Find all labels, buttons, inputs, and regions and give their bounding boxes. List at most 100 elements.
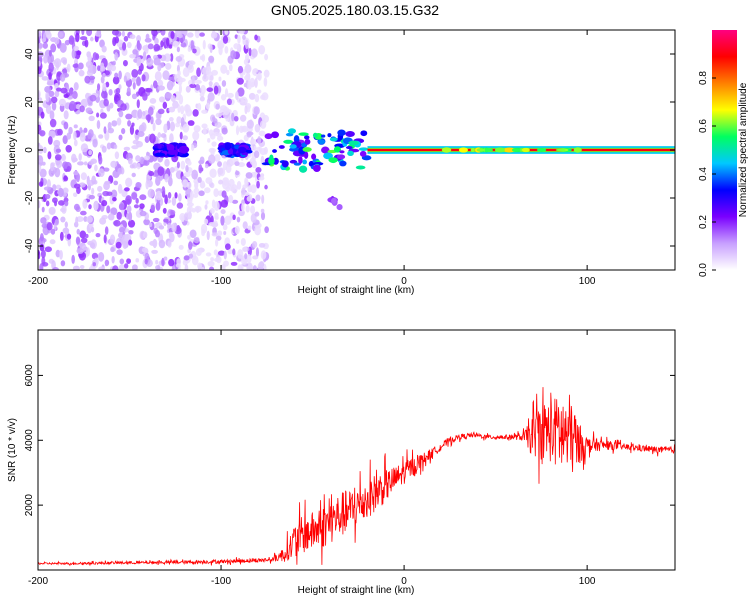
spectral-blob bbox=[116, 117, 122, 126]
spectral-blob bbox=[139, 156, 145, 165]
spectral-blob bbox=[203, 73, 207, 80]
spectral-blob bbox=[123, 75, 128, 83]
spectral-blob bbox=[148, 170, 155, 177]
spectral-blob bbox=[254, 123, 261, 133]
spectral-blob bbox=[204, 204, 208, 210]
x-tick-label: -100 bbox=[211, 276, 231, 287]
spectral-blob bbox=[189, 190, 194, 200]
spectral-blob bbox=[236, 77, 244, 85]
spectral-blob bbox=[166, 144, 175, 152]
snr-series-line bbox=[38, 387, 675, 567]
spectral-blob bbox=[64, 221, 68, 228]
spectral-blob bbox=[199, 156, 205, 164]
y-tick-label: -20 bbox=[24, 190, 35, 205]
spectral-blob bbox=[339, 160, 347, 167]
spectral-blob bbox=[261, 92, 269, 101]
spectral-blob bbox=[227, 92, 234, 98]
spectral-blob bbox=[168, 258, 175, 267]
spectral-blob bbox=[73, 130, 77, 141]
spectral-blob bbox=[161, 257, 165, 267]
spectral-blob bbox=[158, 225, 165, 230]
spectral-blob bbox=[238, 125, 244, 133]
carrier-blob bbox=[476, 148, 486, 152]
spectral-blob bbox=[246, 131, 252, 138]
carrier-blob bbox=[470, 148, 475, 152]
spectral-blob bbox=[209, 208, 215, 214]
spectral-blob bbox=[218, 30, 222, 34]
spectral-blob bbox=[151, 30, 158, 37]
spectral-blob bbox=[222, 177, 230, 186]
spectral-blob bbox=[175, 55, 183, 62]
spectral-blob bbox=[66, 233, 72, 240]
spectral-blob bbox=[149, 97, 157, 104]
spectral-blob bbox=[60, 207, 66, 213]
spectral-blob bbox=[252, 68, 258, 73]
spectral-blob bbox=[253, 106, 260, 116]
spectral-blob bbox=[43, 54, 48, 64]
spectral-blob bbox=[88, 204, 92, 210]
spectral-blob bbox=[88, 194, 95, 200]
spectral-blob bbox=[89, 242, 96, 249]
spectral-blob bbox=[213, 188, 219, 197]
colorbar: 0.0 0.2 0.4 0.6 0.8 Normalized spectral ampl… bbox=[698, 30, 749, 277]
snr-x-ticks: -200 -100 0 100 bbox=[28, 330, 596, 587]
spectral-blob bbox=[147, 43, 154, 50]
spectral-blob bbox=[50, 54, 55, 63]
spectral-blob bbox=[63, 93, 69, 99]
spectral-blob bbox=[197, 176, 202, 183]
spectral-blob bbox=[128, 211, 133, 222]
spectral-blob bbox=[126, 205, 132, 213]
snr-panel: -200 -100 0 100 2000 4000 6000 Height of stra… bbox=[7, 329, 676, 596]
spectral-blob bbox=[165, 92, 172, 99]
spectral-blob bbox=[78, 69, 85, 77]
spectral-blob bbox=[224, 215, 232, 226]
spectral-blob bbox=[188, 241, 193, 250]
spectral-blob bbox=[256, 89, 262, 94]
spectral-blob bbox=[244, 64, 252, 74]
spectral-blob bbox=[236, 180, 242, 190]
spectral-blob bbox=[116, 249, 123, 255]
spectral-blob bbox=[38, 42, 44, 49]
spectral-blob bbox=[224, 46, 229, 54]
spectral-blob bbox=[204, 163, 209, 169]
spectral-blob bbox=[73, 139, 78, 147]
spectral-blob bbox=[109, 102, 114, 109]
spectral-blob bbox=[92, 262, 97, 267]
spectral-blob bbox=[84, 39, 89, 48]
spectral-blob bbox=[204, 187, 211, 194]
spectral-blob bbox=[263, 69, 270, 78]
spectral-blob bbox=[257, 136, 262, 145]
spectral-blob bbox=[157, 79, 164, 87]
spectral-blob bbox=[76, 50, 82, 56]
spectral-blob bbox=[96, 120, 101, 130]
spectral-blob bbox=[155, 190, 162, 201]
spectral-blob bbox=[252, 265, 257, 270]
spectral-blob bbox=[209, 75, 214, 81]
spectral-blob bbox=[304, 138, 311, 145]
spectral-blob bbox=[206, 230, 210, 241]
spectral-blob bbox=[271, 131, 280, 139]
spectral-blob bbox=[58, 200, 65, 206]
spectral-blob bbox=[82, 198, 88, 209]
spectral-blob bbox=[92, 52, 98, 61]
carrier-blob bbox=[555, 148, 566, 152]
spectral-blob bbox=[64, 39, 70, 46]
spectral-blob bbox=[183, 212, 189, 222]
spectral-blob bbox=[244, 98, 248, 104]
colorbar-ticks: 0.0 0.2 0.4 0.6 0.8 bbox=[698, 71, 716, 277]
spectral-blob bbox=[140, 114, 148, 120]
y-tick-label: 40 bbox=[24, 48, 35, 60]
spectral-blob bbox=[136, 76, 141, 86]
spectral-blob bbox=[323, 152, 333, 160]
spectral-blob bbox=[192, 193, 199, 198]
spectral-blob bbox=[217, 236, 221, 241]
spectral-blob bbox=[192, 48, 197, 54]
spectral-blob bbox=[96, 83, 101, 91]
spectral-blob bbox=[41, 223, 48, 229]
spectral-blob bbox=[247, 225, 252, 231]
spectral-blob bbox=[215, 112, 222, 118]
spectral-blob bbox=[193, 125, 201, 133]
spectral-blob bbox=[329, 137, 338, 142]
spectral-blob bbox=[162, 101, 168, 110]
spectral-blob bbox=[218, 76, 222, 82]
